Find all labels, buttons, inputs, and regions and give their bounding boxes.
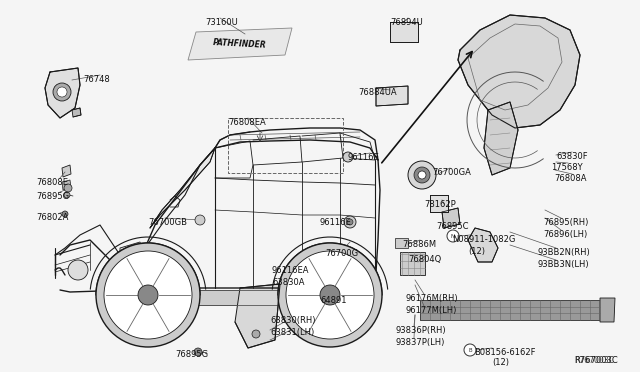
Circle shape xyxy=(138,285,158,305)
Polygon shape xyxy=(322,293,360,308)
Text: 76808EA: 76808EA xyxy=(228,118,266,127)
Circle shape xyxy=(194,348,202,356)
Polygon shape xyxy=(484,102,518,175)
Circle shape xyxy=(68,260,88,280)
Text: 17568Y: 17568Y xyxy=(551,163,582,172)
Text: PATHFINDER: PATHFINDER xyxy=(213,38,267,50)
Circle shape xyxy=(344,216,356,228)
Text: 93BB3N(LH): 93BB3N(LH) xyxy=(538,260,589,269)
Polygon shape xyxy=(442,208,460,228)
Circle shape xyxy=(286,251,374,339)
Circle shape xyxy=(104,251,192,339)
Polygon shape xyxy=(390,22,418,42)
Polygon shape xyxy=(62,180,71,190)
Text: 76804Q: 76804Q xyxy=(408,255,441,264)
Polygon shape xyxy=(458,15,580,128)
Polygon shape xyxy=(376,86,408,106)
Text: 64891: 64891 xyxy=(320,296,346,305)
Polygon shape xyxy=(120,242,143,260)
Circle shape xyxy=(53,83,71,101)
Text: 96116EA: 96116EA xyxy=(272,266,310,275)
Circle shape xyxy=(343,152,353,162)
Circle shape xyxy=(320,285,340,305)
Text: 76700GB: 76700GB xyxy=(148,218,187,227)
Circle shape xyxy=(464,344,476,356)
Circle shape xyxy=(62,211,68,217)
Polygon shape xyxy=(62,165,71,177)
Text: 76884UA: 76884UA xyxy=(358,88,397,97)
Circle shape xyxy=(278,243,382,347)
Text: R767003C: R767003C xyxy=(574,356,618,365)
Text: 76895G: 76895G xyxy=(175,350,208,359)
Text: 76700G: 76700G xyxy=(325,249,358,258)
Text: 63830F: 63830F xyxy=(556,152,588,161)
Circle shape xyxy=(195,215,205,225)
Polygon shape xyxy=(420,300,600,320)
Circle shape xyxy=(408,161,436,189)
Circle shape xyxy=(96,243,200,347)
Text: 76895C: 76895C xyxy=(436,222,468,231)
Text: N08911-1082G: N08911-1082G xyxy=(452,235,515,244)
Polygon shape xyxy=(235,284,280,348)
Circle shape xyxy=(418,171,426,179)
Text: 73160U: 73160U xyxy=(205,18,237,27)
Text: 76808E: 76808E xyxy=(36,178,68,187)
Text: 93BB2N(RH): 93BB2N(RH) xyxy=(538,248,591,257)
Circle shape xyxy=(447,230,459,242)
Circle shape xyxy=(57,87,67,97)
Circle shape xyxy=(347,219,353,225)
Text: 76895G: 76895G xyxy=(36,192,69,201)
Text: 76748: 76748 xyxy=(83,75,109,84)
Polygon shape xyxy=(188,28,292,60)
Text: 96116E: 96116E xyxy=(348,153,380,162)
Text: 93837P(LH): 93837P(LH) xyxy=(396,338,445,347)
Polygon shape xyxy=(72,108,81,117)
Text: 76802A: 76802A xyxy=(36,213,68,222)
Text: 96177M(LH): 96177M(LH) xyxy=(406,306,458,315)
Circle shape xyxy=(64,184,72,192)
Circle shape xyxy=(64,192,70,198)
Polygon shape xyxy=(400,252,425,275)
Text: 78162P: 78162P xyxy=(424,200,456,209)
Circle shape xyxy=(414,167,430,183)
Text: 76895(RH): 76895(RH) xyxy=(543,218,588,227)
Polygon shape xyxy=(150,290,375,305)
Polygon shape xyxy=(45,68,80,118)
Circle shape xyxy=(252,330,260,338)
Text: 76886M: 76886M xyxy=(402,240,436,249)
Polygon shape xyxy=(395,238,408,248)
Text: R767003C: R767003C xyxy=(574,356,614,365)
Text: 96116E: 96116E xyxy=(320,218,352,227)
Polygon shape xyxy=(150,148,215,228)
Text: B08156-6162F: B08156-6162F xyxy=(474,348,536,357)
Text: 63830A: 63830A xyxy=(272,278,305,287)
Text: (12): (12) xyxy=(468,247,485,256)
Text: N: N xyxy=(451,234,455,238)
Text: 76808A: 76808A xyxy=(554,174,586,183)
Text: 93836P(RH): 93836P(RH) xyxy=(396,326,447,335)
Polygon shape xyxy=(600,298,615,322)
Text: 63830(RH): 63830(RH) xyxy=(270,316,316,325)
Text: 63831(LH): 63831(LH) xyxy=(270,328,314,337)
Text: 76894U: 76894U xyxy=(390,18,423,27)
Polygon shape xyxy=(430,195,448,212)
Text: 96176M(RH): 96176M(RH) xyxy=(406,294,459,303)
Polygon shape xyxy=(468,228,498,262)
Text: (12): (12) xyxy=(492,358,509,367)
Text: 76896(LH): 76896(LH) xyxy=(543,230,588,239)
Text: B: B xyxy=(468,347,472,353)
Text: 76700GA: 76700GA xyxy=(432,168,471,177)
